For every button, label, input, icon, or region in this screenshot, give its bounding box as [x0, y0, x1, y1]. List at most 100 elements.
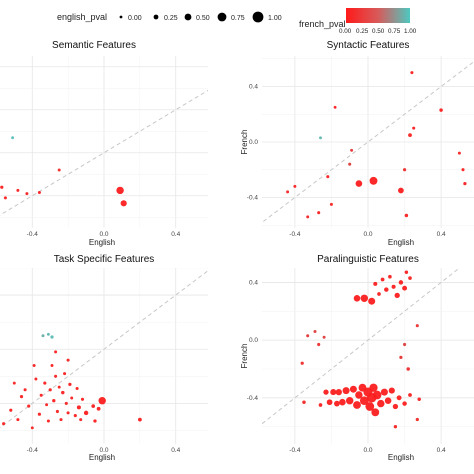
data-point [54, 374, 58, 378]
data-point [393, 425, 398, 429]
data-point [388, 387, 395, 394]
color-key-label-2: 0.50 [372, 28, 385, 35]
data-point [19, 394, 24, 399]
data-point [46, 419, 50, 423]
data-point [404, 270, 409, 275]
x-tick-label: -0.4 [289, 231, 301, 238]
x-axis-label: English [388, 238, 414, 247]
size-legend-keys: 0.00 0.25 0.50 0.75 1.00 [119, 11, 282, 23]
data-point [293, 184, 297, 188]
data-point [372, 390, 382, 400]
y-tick-label: -0.4 [247, 194, 259, 201]
data-point [349, 385, 357, 393]
data-point [392, 403, 399, 410]
data-point [52, 399, 56, 403]
data-point [64, 401, 68, 405]
data-point [380, 277, 385, 282]
data-point [73, 414, 77, 418]
size-key-label-2: 0.50 [196, 15, 210, 22]
data-point [2, 422, 6, 426]
data-point [439, 108, 443, 112]
gridlines [0, 268, 208, 444]
size-key-label-1: 0.25 [164, 15, 178, 22]
panel-title: Syntactic Features [327, 40, 410, 51]
data-point [326, 175, 330, 179]
data-point [403, 342, 407, 347]
data-point [50, 335, 54, 339]
x-tick-label: 0.4 [171, 231, 180, 238]
y-tick-label: -0.4 [247, 395, 259, 402]
data-point [359, 396, 369, 406]
data-point [398, 187, 404, 194]
size-key-4 [252, 11, 264, 23]
data-point [59, 418, 63, 422]
data-point [408, 393, 412, 397]
data-point [330, 389, 337, 396]
data-point [120, 200, 127, 207]
data-point [16, 418, 20, 422]
data-point [461, 168, 465, 172]
data-point [27, 404, 31, 408]
data-point [353, 295, 361, 302]
data-point [48, 388, 52, 392]
data-point [93, 419, 97, 423]
data-point [339, 398, 346, 406]
x-tick-label: -0.4 [27, 447, 39, 454]
data-point [333, 105, 337, 109]
x-tick-label: 0.0 [363, 447, 372, 454]
data-point [342, 387, 350, 395]
data-point [63, 372, 67, 376]
data-point [91, 404, 96, 408]
panel-3: Task Specific Features -0.4 0.0 0.4 English [0, 254, 208, 462]
color-key-label-3: 0.75 [388, 28, 401, 35]
data-point [57, 168, 61, 172]
data-point [402, 168, 407, 172]
data-point [46, 332, 50, 336]
data-point [57, 385, 61, 389]
size-key-label-0: 0.00 [128, 15, 142, 22]
x-tick-label: 0.0 [99, 231, 108, 238]
x-tick-label: 0.0 [99, 447, 108, 454]
data-point [368, 297, 376, 305]
data-point [384, 397, 392, 404]
data-point [68, 382, 72, 387]
y-tick-label: 0.4 [249, 279, 258, 286]
data-point [286, 190, 290, 194]
data-point [415, 417, 419, 422]
data-point [399, 355, 403, 360]
gridlines [262, 56, 474, 228]
data-point [306, 215, 310, 219]
data-point [404, 213, 409, 218]
x-tick-label: 0.4 [437, 231, 446, 238]
data-point [355, 391, 363, 399]
data-point [394, 292, 400, 299]
data-point [30, 426, 34, 430]
data-point [317, 342, 321, 347]
data-point [335, 388, 342, 396]
y-tick-label: 0.4 [249, 84, 258, 91]
data-point [61, 390, 65, 395]
size-legend-title: english_pval [57, 12, 107, 22]
data-point [302, 400, 306, 404]
size-key-0 [119, 15, 123, 19]
y-tick-label: 0.0 [249, 139, 258, 146]
points [2, 332, 142, 430]
data-point [410, 71, 414, 75]
data-point [306, 334, 310, 338]
data-point [326, 399, 333, 406]
data-point [350, 148, 354, 152]
data-point [23, 388, 27, 392]
data-point [116, 186, 124, 195]
data-point [415, 324, 419, 328]
data-point [43, 381, 47, 385]
data-point [318, 403, 323, 407]
data-point [369, 383, 378, 392]
data-point [41, 334, 45, 338]
data-point [32, 363, 36, 368]
y-axis-label: French [240, 130, 249, 155]
data-point [396, 395, 402, 401]
data-point [463, 181, 467, 186]
data-point [66, 411, 70, 415]
data-point [300, 361, 304, 365]
data-point [25, 192, 29, 196]
